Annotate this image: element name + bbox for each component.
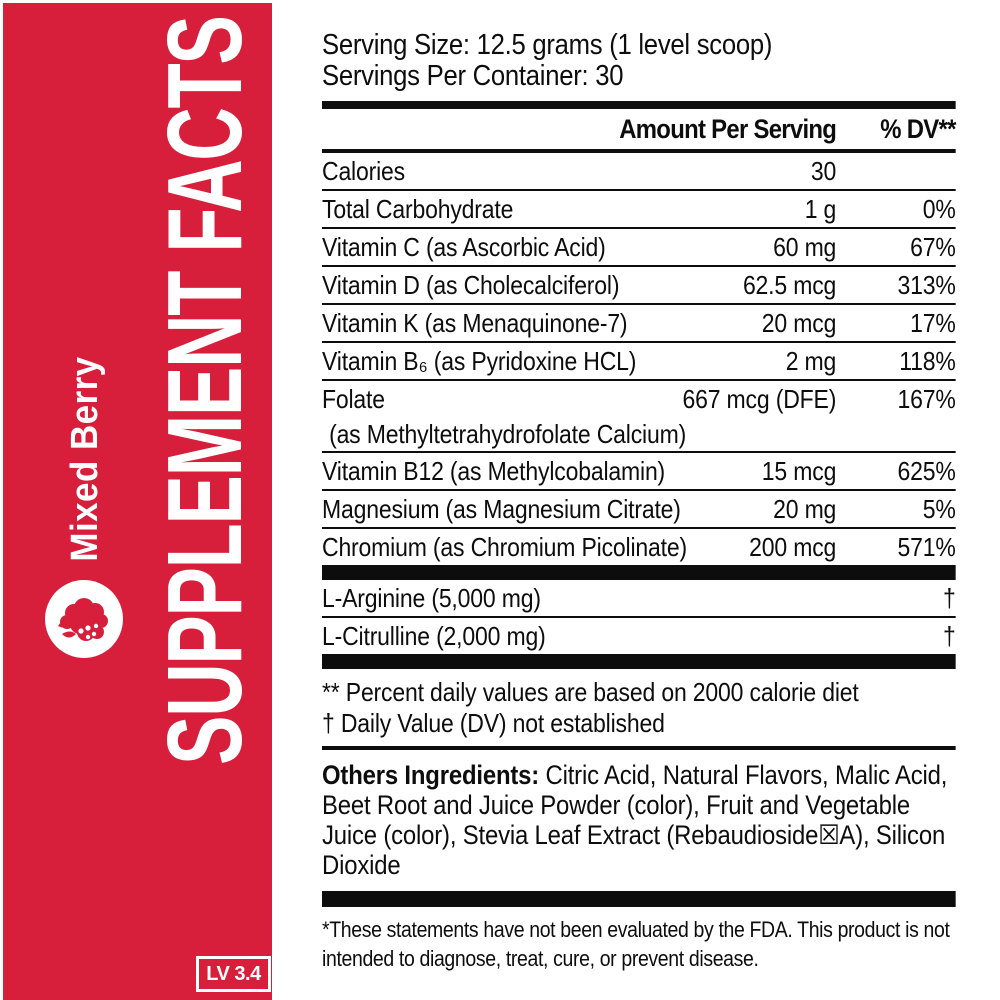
servings-per-container: Servings Per Container: 30 — [322, 60, 624, 92]
nutrient-name: Total Carbohydrate — [322, 193, 514, 224]
section-divider — [322, 654, 956, 669]
flavor-banner: SUPPLEMENT FACTS Mixed Berry LV 3.4 — [3, 3, 272, 1000]
footnote-rule — [322, 746, 956, 750]
table-row: Magnesium (as Magnesium Citrate) 20 mg 5% — [322, 491, 956, 529]
nutrient-name: Calories — [322, 155, 405, 186]
table-row: L-Arginine (5,000 mg) † — [322, 580, 956, 618]
supplement-facts-panel: Serving Size: 12.5 grams (1 level scoop)… — [322, 30, 956, 973]
nutrient-dv: † — [943, 620, 956, 651]
nutrient-name: Folate — [322, 383, 385, 414]
nutrient-name: Magnesium (as Magnesium Citrate) — [322, 493, 681, 524]
table-row: Folate 667 mcg (DFE) 167% (as Methyltetrah… — [322, 381, 956, 453]
header-rule — [322, 149, 956, 153]
nutrient-name: Vitamin B₆ (as Pyridoxine HCL) — [322, 345, 637, 376]
daily-value-footnote: ** Percent daily values are based on 200… — [322, 677, 859, 707]
nutrient-dv: † — [943, 582, 956, 613]
other-ingredients-label: Others Ingredients: — [322, 760, 540, 790]
table-row: Vitamin C (as Ascorbic Acid) 60 mg 67% — [322, 229, 956, 267]
nutrient-amt: 200 mcg — [749, 531, 837, 562]
nutrient-amt: 15 mcg — [761, 455, 837, 486]
footnotes: ** Percent daily values are based on 200… — [322, 677, 956, 739]
section-divider — [322, 565, 956, 580]
nutrient-name: Vitamin C (as Ascorbic Acid) — [322, 231, 606, 262]
nutrient-amt: 30 — [810, 155, 837, 186]
nutrient-amt: 60 mg — [773, 231, 837, 262]
nutrient-amt: 667 mcg (DFE) — [682, 383, 837, 414]
table-header-row: Amount Per Serving % DV** — [322, 109, 956, 149]
berry-icon — [45, 580, 123, 658]
table-row: Chromium (as Chromium Picolinate) 200 mcg… — [322, 529, 956, 565]
table-row: Vitamin K (as Menaquinone-7) 20 mcg 17% — [322, 305, 956, 343]
table-row: Vitamin D (as Cholecalciferol) 62.5 mcg 31… — [322, 267, 956, 305]
nutrient-name: L-Citrulline (2,000 mg) — [322, 620, 546, 651]
nutrient-dv: 0% — [922, 193, 956, 224]
nutrient-name: Vitamin B12 (as Methylcobalamin) — [322, 455, 666, 486]
percent-dv-header: % DV** — [880, 113, 956, 144]
nutrient-amt: 62.5 mcg — [742, 269, 837, 300]
table-row: Vitamin B12 (as Methylcobalamin) 15 mcg 62… — [322, 453, 956, 491]
version-badge: LV 3.4 — [196, 956, 271, 992]
nutrient-name: Vitamin K (as Menaquinone-7) — [322, 307, 628, 338]
section-divider — [322, 891, 956, 907]
nutrient-dv: 167% — [897, 383, 956, 414]
amount-per-serving-header: Amount Per Serving — [619, 113, 837, 144]
nutrient-dv: 313% — [897, 269, 956, 300]
nutrient-dv: 17% — [910, 307, 956, 338]
nutrient-amt: 20 mg — [773, 493, 837, 524]
nutrient-dv: 571% — [897, 531, 956, 562]
amino-acids-table: L-Arginine (5,000 mg) † L-Citrulline (2,00… — [322, 580, 956, 654]
nutrient-name: Vitamin D (as Cholecalciferol) — [322, 269, 620, 300]
nutrient-name: Chromium (as Chromium Picolinate) — [322, 531, 687, 562]
table-row: L-Citrulline (2,000 mg) † — [322, 618, 956, 654]
nutrient-dv: 118% — [899, 345, 956, 376]
nutrient-name: L-Arginine (5,000 mg) — [322, 582, 541, 613]
nutrients-table: Calories 30 Total Carbohydrate 1 g 0% Vitamin… — [322, 153, 956, 565]
other-ingredients: Others Ingredients: Citric Acid, Natural… — [322, 760, 956, 880]
nutrient-amt: 20 mcg — [761, 307, 837, 338]
nutrient-dv: 625% — [897, 455, 956, 486]
nutrient-amt: 1 g — [804, 193, 837, 224]
flavor-label: Mixed Berry — [64, 356, 106, 562]
serving-size: Serving Size: 12.5 grams (1 level scoop) — [322, 29, 773, 61]
nutrient-dv: 5% — [922, 493, 956, 524]
nutrient-amt: 2 mg — [785, 345, 837, 376]
fda-disclaimer: *These statements have not been evaluate… — [322, 917, 950, 971]
table-row: Total Carbohydrate 1 g 0% — [322, 191, 956, 229]
nutrient-dv: 67% — [910, 231, 956, 262]
other-ingredients-text: Citric Acid, Natural Flavors, Malic Acid… — [322, 760, 948, 880]
section-divider — [322, 101, 956, 109]
dagger-footnote: † Daily Value (DV) not established — [322, 708, 665, 738]
supplement-facts-title: SUPPLEMENT FACTS — [146, 16, 264, 765]
nutrient-name-secondary: (as Methyltetrahydrofolate Calcium) — [329, 419, 687, 449]
table-row: Calories 30 — [322, 153, 956, 191]
table-row: Vitamin B₆ (as Pyridoxine HCL) 2 mg 118% — [322, 343, 956, 381]
